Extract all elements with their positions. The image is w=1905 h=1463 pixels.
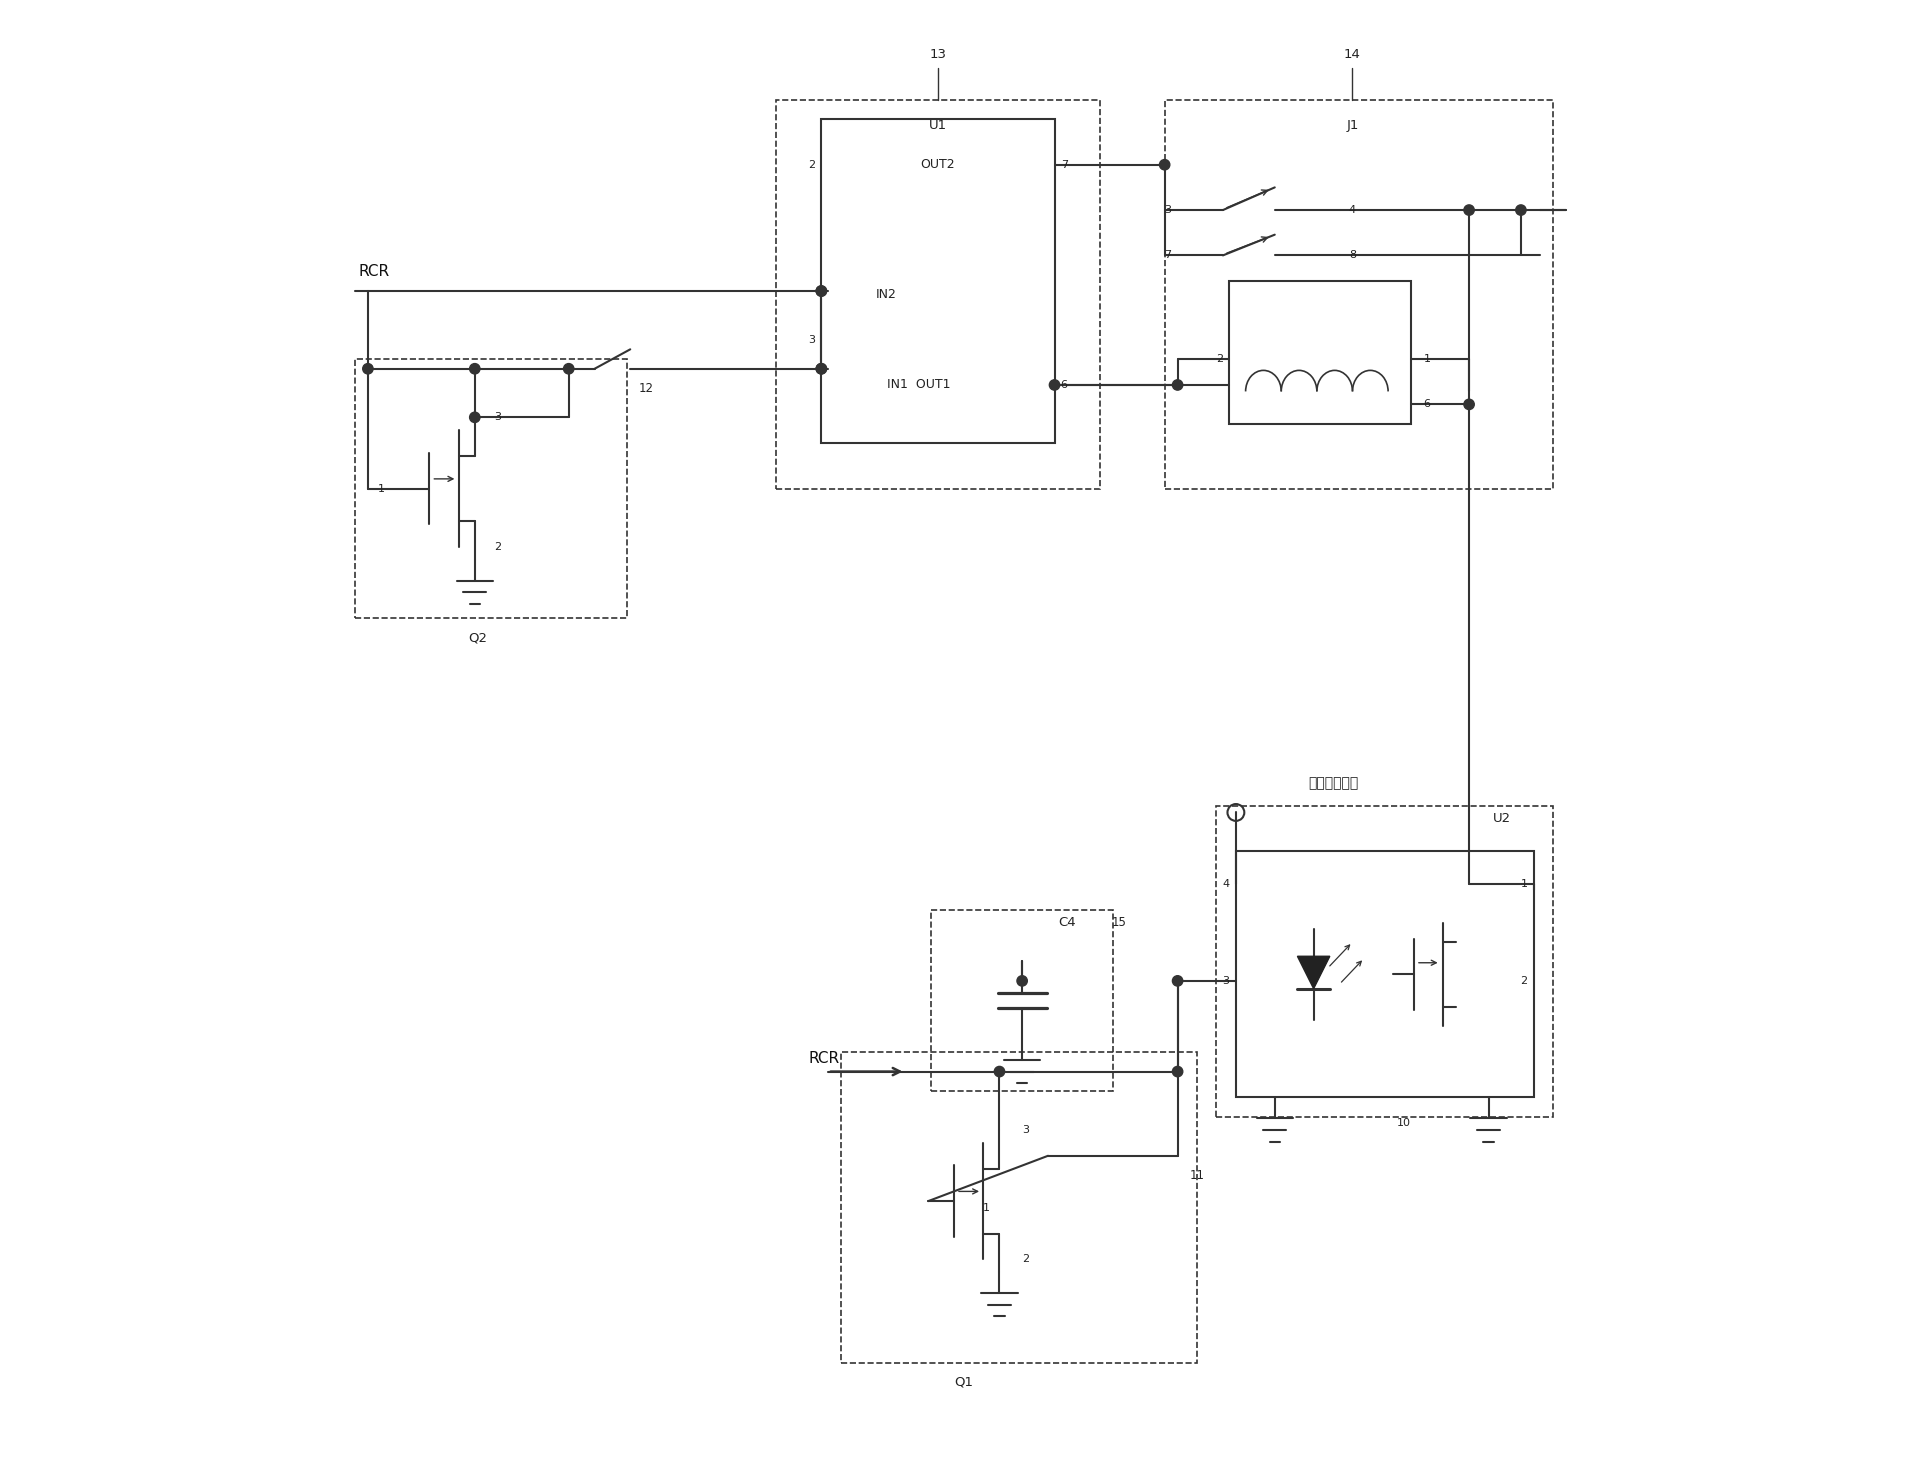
Circle shape xyxy=(994,1067,1004,1077)
Text: 3: 3 xyxy=(1164,205,1172,215)
Text: 4: 4 xyxy=(1349,205,1356,215)
Circle shape xyxy=(1463,399,1474,410)
Circle shape xyxy=(815,285,827,296)
Circle shape xyxy=(1463,205,1474,215)
Bar xyxy=(775,99,1099,489)
Text: 8: 8 xyxy=(1349,250,1356,260)
Text: RCR: RCR xyxy=(808,1050,840,1067)
Text: 6: 6 xyxy=(1423,399,1431,410)
Text: 1: 1 xyxy=(1423,354,1431,364)
Circle shape xyxy=(1017,976,1027,986)
Text: 6: 6 xyxy=(1061,380,1067,391)
Text: RCR: RCR xyxy=(358,265,389,279)
Text: 3: 3 xyxy=(808,335,815,345)
Circle shape xyxy=(1172,1067,1183,1077)
Text: 14: 14 xyxy=(1345,48,1360,61)
Circle shape xyxy=(1172,976,1183,986)
Text: 7: 7 xyxy=(1164,250,1172,260)
Circle shape xyxy=(815,285,827,296)
Text: 1: 1 xyxy=(377,484,385,493)
Text: 13: 13 xyxy=(930,48,947,61)
Circle shape xyxy=(1516,205,1526,215)
Circle shape xyxy=(471,413,480,423)
Bar xyxy=(1236,851,1534,1097)
Text: 12: 12 xyxy=(638,382,653,395)
Bar xyxy=(840,1052,1196,1364)
Text: 2: 2 xyxy=(808,159,815,170)
Text: 10: 10 xyxy=(1396,1118,1412,1128)
Text: 11: 11 xyxy=(1189,1169,1204,1182)
Text: 2: 2 xyxy=(1021,1254,1029,1264)
Text: U1: U1 xyxy=(930,120,947,132)
Text: 3: 3 xyxy=(1021,1125,1029,1135)
Circle shape xyxy=(815,364,827,375)
Text: 1: 1 xyxy=(1520,879,1528,888)
Text: U2: U2 xyxy=(1492,812,1511,825)
Circle shape xyxy=(1160,159,1170,170)
Bar xyxy=(1229,281,1412,424)
Circle shape xyxy=(1050,380,1059,391)
Circle shape xyxy=(1172,380,1183,391)
Text: C4: C4 xyxy=(1059,916,1076,929)
Text: 15: 15 xyxy=(1113,916,1126,929)
Text: 2: 2 xyxy=(1215,354,1223,364)
Bar xyxy=(354,358,627,619)
Text: IN2: IN2 xyxy=(876,288,897,301)
Text: OUT2: OUT2 xyxy=(920,158,954,171)
Circle shape xyxy=(564,364,573,375)
Circle shape xyxy=(362,364,373,375)
Text: J1: J1 xyxy=(1347,120,1358,132)
Text: 7: 7 xyxy=(1061,159,1069,170)
Circle shape xyxy=(471,364,480,375)
Text: 第一预设电源: 第一预设电源 xyxy=(1309,777,1358,790)
Polygon shape xyxy=(1297,957,1330,989)
Text: 2: 2 xyxy=(1520,976,1528,986)
Bar xyxy=(821,120,1055,443)
Text: Q2: Q2 xyxy=(469,631,488,644)
Bar xyxy=(1164,99,1553,489)
Text: 4: 4 xyxy=(1223,879,1231,888)
Bar xyxy=(1217,806,1553,1116)
Circle shape xyxy=(815,364,827,375)
Text: 3: 3 xyxy=(1223,976,1229,986)
Text: Q1: Q1 xyxy=(954,1377,973,1388)
Text: 1: 1 xyxy=(983,1203,991,1213)
Text: 2: 2 xyxy=(493,541,501,552)
Text: IN1  OUT1: IN1 OUT1 xyxy=(886,379,951,392)
Bar xyxy=(932,910,1113,1091)
Text: 3: 3 xyxy=(493,413,501,423)
